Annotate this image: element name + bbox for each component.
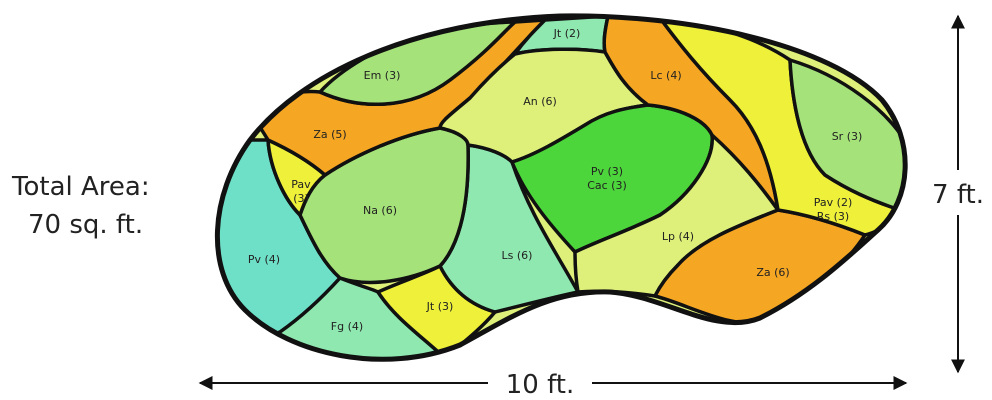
label-ls: Ls (6) <box>502 249 533 262</box>
total-area-label: Total Area: <box>11 172 150 202</box>
garden-outline <box>214 13 908 362</box>
label-em: Em (3) <box>364 69 401 82</box>
height-label: 7 ft. <box>932 180 984 210</box>
label-za-left: Za (5) <box>313 128 346 141</box>
label-za-right: Za (6) <box>756 266 789 279</box>
bed-labels: Em (3) Jt (2) Za (5) An (6) Lc (4) Sr (3… <box>248 27 862 333</box>
label-sr: Sr (3) <box>832 130 863 143</box>
label-pav-left: Pav (3) <box>291 178 311 205</box>
label-fg: Fg (4) <box>331 320 363 333</box>
label-pv-left: Pv (4) <box>248 253 280 266</box>
label-lc: Lc (4) <box>650 69 681 82</box>
label-pav-rs: Pav (2) Rs (3) <box>814 196 852 223</box>
label-an: An (6) <box>523 95 557 108</box>
bed-regions <box>217 15 906 360</box>
label-pv-cac: Pv (3) Cac (3) <box>587 165 627 192</box>
width-label: 10 ft. <box>506 370 575 400</box>
label-lp: Lp (4) <box>662 230 694 243</box>
label-jt-top: Jt (2) <box>553 27 581 40</box>
total-area-value: 70 sq. ft. <box>28 210 143 240</box>
label-na: Na (6) <box>363 204 397 217</box>
label-jt-bottom: Jt (3) <box>426 300 454 313</box>
